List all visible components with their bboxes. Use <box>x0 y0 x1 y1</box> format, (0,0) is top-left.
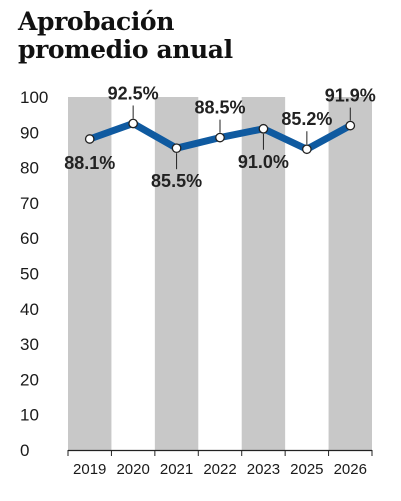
band-2026 <box>328 97 372 450</box>
y-tick-label: 30 <box>20 335 39 354</box>
y-tick-label: 90 <box>20 123 39 142</box>
data-point-2020 <box>128 118 138 129</box>
data-label-2025: 85.2% <box>281 109 332 129</box>
y-tick-label: 70 <box>20 194 39 213</box>
chart-title-line-2: promedio anual <box>18 35 233 64</box>
x-tick-label: 2023 <box>247 461 280 478</box>
data-label-2023: 91.0% <box>238 152 289 172</box>
x-tick-label: 2019 <box>73 461 106 478</box>
y-tick-label: 0 <box>20 441 29 460</box>
y-tick-label: 80 <box>20 159 39 178</box>
data-point-2021 <box>171 143 182 154</box>
y-axis: 0 10 20 30 40 50 60 70 80 90 100 <box>20 88 48 460</box>
series-markers <box>84 118 356 155</box>
data-point-2019 <box>84 134 95 144</box>
data-point-2023 <box>258 123 269 134</box>
data-labels: 88.1% 92.5% 85.5% 88.5% 91.0% 85.2% 91.9% <box>64 83 376 191</box>
alternating-bands <box>68 97 372 450</box>
y-tick-label: 50 <box>20 265 39 284</box>
x-tick-label: 2021 <box>160 461 193 478</box>
x-tick-label: 2020 <box>116 461 149 478</box>
data-label-2021: 85.5% <box>151 171 202 191</box>
data-point-2022 <box>215 132 225 143</box>
data-label-2026: 91.9% <box>325 86 376 106</box>
x-tick-label: 2025 <box>290 461 323 478</box>
chart-title-line-1: Aprobación <box>18 7 174 36</box>
data-point-2026 <box>345 120 356 131</box>
y-tick-label: 20 <box>20 370 39 389</box>
y-tick-label: 100 <box>20 88 48 107</box>
band-2023 <box>241 97 286 450</box>
data-label-2022: 88.5% <box>194 98 245 118</box>
x-axis: 2019 2020 2021 2022 2023 2025 2026 <box>67 449 373 478</box>
data-label-2020: 92.5% <box>108 83 159 103</box>
x-tick-label: 2026 <box>334 461 367 478</box>
x-tick-label: 2022 <box>203 461 236 478</box>
chart-title: Aprobación promedio anual <box>18 8 233 64</box>
y-tick-label: 10 <box>20 406 39 425</box>
data-label-2019: 88.1% <box>64 153 115 173</box>
y-tick-label: 60 <box>20 229 39 248</box>
y-tick-label: 40 <box>20 300 39 319</box>
band-2019 <box>68 97 112 450</box>
data-point-2025 <box>302 144 312 155</box>
